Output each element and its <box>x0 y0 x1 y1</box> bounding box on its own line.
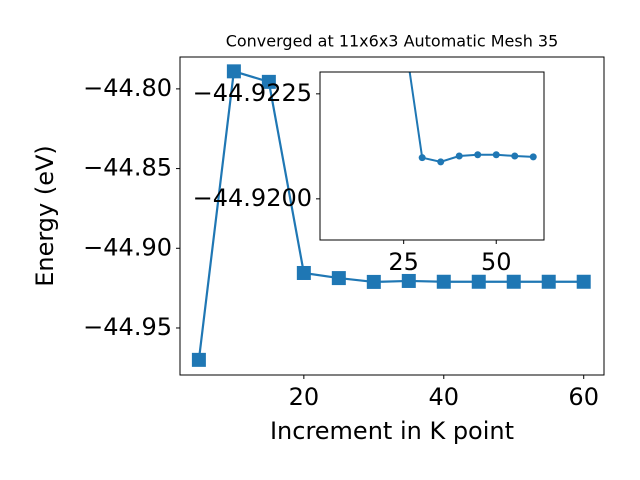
plot <box>191 64 591 367</box>
marker <box>436 274 451 289</box>
y-tick-label: −44.9225 <box>193 79 312 107</box>
marker <box>437 158 445 166</box>
marker <box>226 64 241 79</box>
axes-frame <box>319 71 545 241</box>
marker <box>511 152 519 160</box>
marker <box>576 274 591 289</box>
marker <box>474 151 482 159</box>
x-tick-label: 25 <box>388 248 419 276</box>
x-tick-label: 20 <box>289 383 320 411</box>
marker <box>331 271 346 286</box>
marker <box>261 74 276 89</box>
plot <box>408 72 537 166</box>
x-tick-label: 50 <box>481 248 512 276</box>
chart-title: Converged at 11x6x3 Automatic Mesh 35 <box>226 32 559 51</box>
marker <box>366 274 381 289</box>
marker <box>418 154 426 162</box>
marker <box>471 274 486 289</box>
marker <box>401 273 416 288</box>
y-tick-label: −44.90 <box>83 233 172 261</box>
y-tick-label: −44.85 <box>83 154 172 182</box>
marker <box>506 274 521 289</box>
marker <box>296 265 311 280</box>
marker <box>529 153 537 161</box>
y-tick-label: −44.9200 <box>193 184 312 212</box>
axes-frame <box>179 56 605 376</box>
y-axis-label: Energy (eV) <box>31 145 59 287</box>
x-tick-label: 40 <box>429 383 460 411</box>
marker <box>191 352 206 367</box>
y-tick-label: −44.95 <box>83 313 172 341</box>
y-tick-label: −44.80 <box>83 74 172 102</box>
marker <box>541 274 556 289</box>
x-axis-label: Increment in K point <box>270 417 514 445</box>
marker <box>455 152 463 160</box>
marker <box>492 151 500 159</box>
x-tick-label: 60 <box>568 383 599 411</box>
